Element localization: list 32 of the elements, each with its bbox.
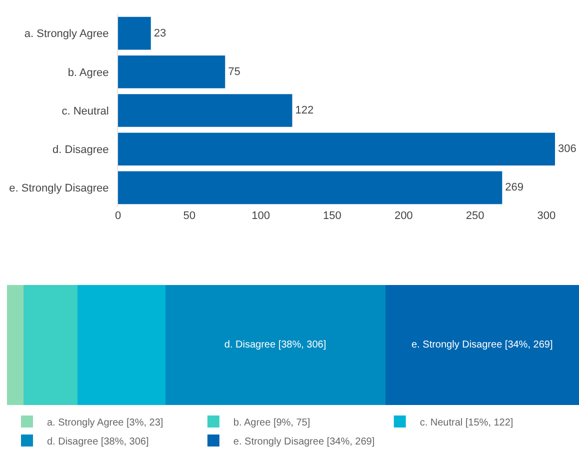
x-tick-label: 100 <box>252 210 270 222</box>
x-tick-label: 200 <box>394 210 413 222</box>
data-label: 23 <box>154 27 166 40</box>
y-tick-label: a. Strongly Agree <box>24 28 109 40</box>
x-tick-label: 50 <box>183 210 196 222</box>
y-tick-label: c. Neutral <box>62 105 109 118</box>
data-label: 122 <box>295 104 314 116</box>
legend-label: c. Neutral [15%, 122] <box>420 417 514 428</box>
data-label: 269 <box>505 182 524 194</box>
data-label: d. Disagree [38%, 306] <box>224 340 326 350</box>
y-tick-label: d. Disagree <box>52 144 109 156</box>
legend-label: d. Disagree [38%, 306] <box>47 436 149 448</box>
bar <box>118 132 555 166</box>
x-tick-label: 300 <box>537 210 556 222</box>
bar <box>118 16 151 50</box>
data-label: 306 <box>558 143 576 156</box>
bar <box>118 56 226 88</box>
bar <box>78 285 166 405</box>
legend-label: e. Strongly Disagree [34%, 269] <box>233 436 375 448</box>
bar <box>118 171 502 204</box>
data-label: e. Strongly Disagree [34%, 269] <box>412 340 553 350</box>
x-tick-label: 250 <box>466 210 484 222</box>
x-tick-label: 150 <box>323 210 342 222</box>
legend-label: a. Strongly Agree [3%, 23] <box>47 417 164 428</box>
y-tick-label: b. Agree <box>68 66 109 79</box>
bar <box>24 285 78 405</box>
x-tick-label: 0 <box>114 210 122 222</box>
data-label: 75 <box>228 66 240 78</box>
bar <box>118 94 292 127</box>
y-tick-label: e. Strongly Disagree <box>9 182 109 195</box>
bar <box>7 285 24 405</box>
legend-label: b. Agree [9%, 75] <box>233 417 310 428</box>
